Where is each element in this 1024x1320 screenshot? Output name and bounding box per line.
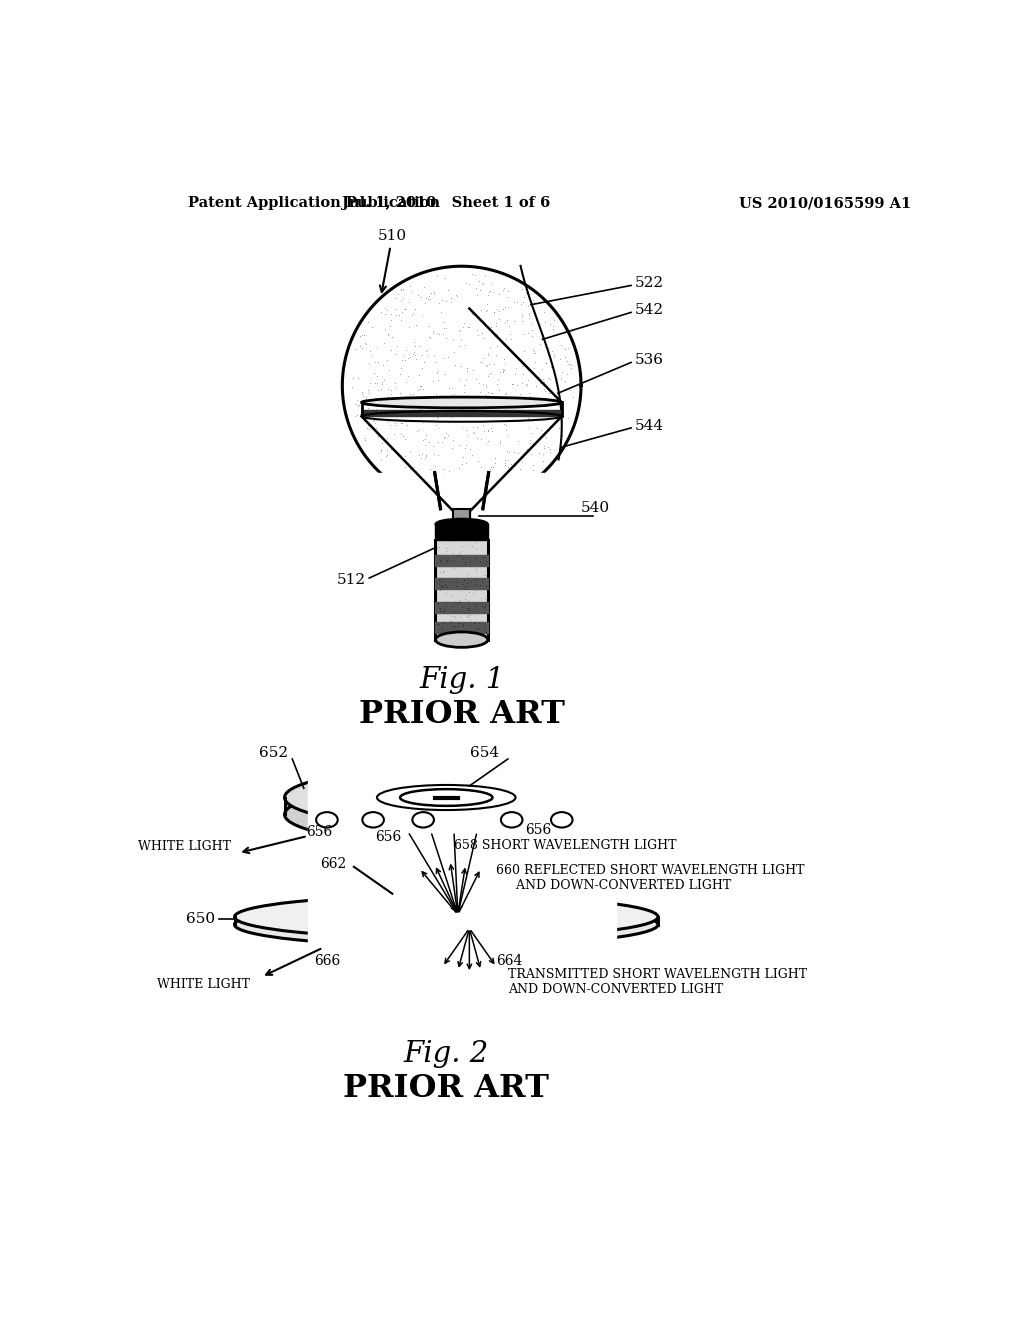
Text: Patent Application Publication: Patent Application Publication xyxy=(188,197,440,210)
Ellipse shape xyxy=(361,397,562,408)
Text: 656: 656 xyxy=(376,830,401,845)
Ellipse shape xyxy=(234,895,658,939)
Text: Jul. 1, 2010   Sheet 1 of 6: Jul. 1, 2010 Sheet 1 of 6 xyxy=(342,197,550,210)
Ellipse shape xyxy=(413,812,434,828)
Text: 666: 666 xyxy=(313,953,340,968)
Text: WHITE LIGHT: WHITE LIGHT xyxy=(157,978,250,991)
Text: Fig. 2: Fig. 2 xyxy=(403,1040,488,1068)
Text: 662: 662 xyxy=(319,858,346,871)
Ellipse shape xyxy=(285,768,608,826)
Ellipse shape xyxy=(551,812,572,828)
Text: 656: 656 xyxy=(306,825,333,840)
Text: Fig. 1: Fig. 1 xyxy=(419,665,504,694)
Text: 536: 536 xyxy=(635,354,664,367)
Text: WHITE LIGHT: WHITE LIGHT xyxy=(137,841,230,853)
Ellipse shape xyxy=(234,903,658,946)
Ellipse shape xyxy=(316,812,338,828)
Text: 650: 650 xyxy=(186,912,215,927)
Text: 522: 522 xyxy=(635,276,664,290)
Text: 544: 544 xyxy=(635,418,664,433)
Text: PRIOR ART: PRIOR ART xyxy=(358,698,564,730)
Text: 542: 542 xyxy=(635,304,664,317)
Text: 656: 656 xyxy=(525,822,552,837)
Ellipse shape xyxy=(362,812,384,828)
Ellipse shape xyxy=(400,789,493,805)
Text: 654: 654 xyxy=(470,746,500,760)
Text: 510: 510 xyxy=(378,230,407,292)
Text: 652: 652 xyxy=(259,746,289,760)
Ellipse shape xyxy=(285,785,608,843)
Text: 660 REFLECTED SHORT WAVELENGTH LIGHT
     AND DOWN-CONVERTED LIGHT: 660 REFLECTED SHORT WAVELENGTH LIGHT AND… xyxy=(497,865,805,892)
Text: 540: 540 xyxy=(581,500,610,515)
Text: TRANSMITTED SHORT WAVELENGTH LIGHT
AND DOWN-CONVERTED LIGHT: TRANSMITTED SHORT WAVELENGTH LIGHT AND D… xyxy=(508,969,807,997)
Text: 664: 664 xyxy=(497,953,522,968)
Text: 658 SHORT WAVELENGTH LIGHT: 658 SHORT WAVELENGTH LIGHT xyxy=(454,838,677,851)
Ellipse shape xyxy=(435,519,487,529)
Text: US 2010/0165599 A1: US 2010/0165599 A1 xyxy=(739,197,911,210)
Text: 512: 512 xyxy=(336,573,366,586)
Ellipse shape xyxy=(435,632,487,647)
Text: PRIOR ART: PRIOR ART xyxy=(343,1073,549,1104)
Ellipse shape xyxy=(501,812,522,828)
